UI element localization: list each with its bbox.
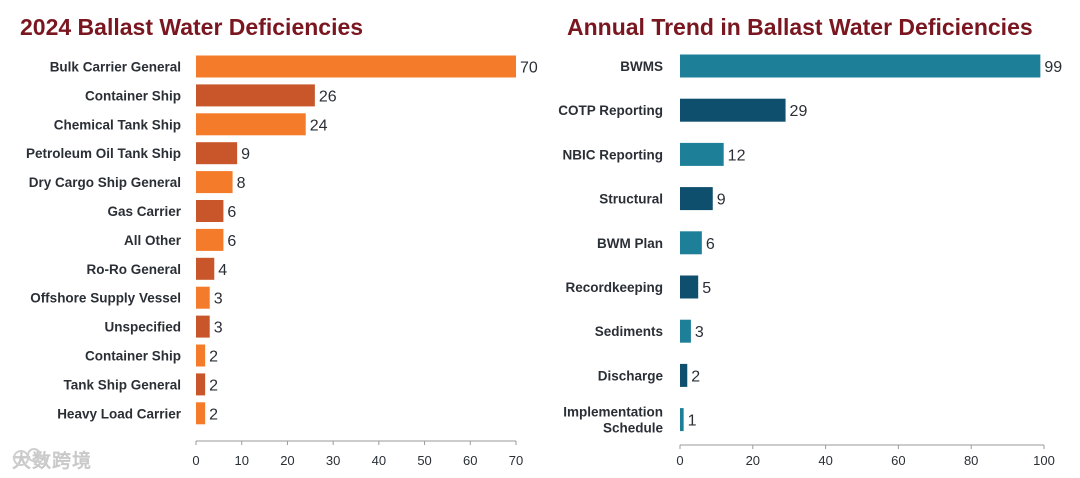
right-value-label: 5 (702, 280, 711, 297)
watermark-logo-icon (13, 448, 47, 466)
left-value-label: 3 (214, 291, 223, 308)
left-x-tick-label: 40 (372, 453, 386, 468)
left-bar (196, 142, 238, 165)
left-x-tick-label: 10 (234, 453, 248, 468)
left-x-tick-label: 50 (417, 453, 431, 468)
right-x-tick-label: 80 (964, 453, 978, 468)
left-value-label: 8 (237, 175, 246, 192)
right-bar (680, 231, 702, 255)
left-category-label: Dry Cargo Ship General (29, 175, 181, 190)
left-x-tick-label: 30 (326, 453, 340, 468)
right-value-label: 3 (695, 324, 704, 341)
left-x-tick-label: 60 (463, 453, 477, 468)
left-bar (196, 84, 315, 107)
left-bar (196, 286, 210, 309)
left-category-label: Petroleum Oil Tank Ship (26, 146, 181, 161)
left-bar (196, 315, 210, 338)
left-category-label: Heavy Load Carrier (57, 406, 182, 421)
left-bar (196, 373, 206, 396)
right-x-tick-label: 0 (676, 453, 683, 468)
left-category-label: Bulk Carrier General (50, 60, 181, 75)
left-bar (196, 257, 215, 280)
right-value-label: 2 (691, 368, 700, 385)
left-category-label: Container Ship (85, 88, 181, 103)
right-value-label: 6 (706, 236, 715, 253)
right-x-tick-label: 100 (1033, 453, 1055, 468)
watermark: 大数跨境 (12, 446, 92, 473)
left-category-label: Unspecified (104, 320, 181, 335)
right-category-label: COTP Reporting (558, 103, 663, 118)
watermark-text: 大数跨境 (12, 451, 93, 472)
left-category-label: Ro-Ro General (86, 262, 181, 277)
right-bar (680, 319, 691, 343)
left-bar (196, 228, 224, 251)
right-bar (680, 275, 699, 299)
left-value-label: 70 (520, 60, 538, 77)
left-category-label: Gas Carrier (107, 204, 181, 219)
chart-title-left: 2024 Ballast Water Deficiencies (20, 14, 364, 40)
right-bar (680, 187, 713, 211)
left-value-label: 26 (319, 88, 337, 105)
right-category-label: BWMS (620, 59, 663, 74)
right-category-label: Implementation Schedule (563, 405, 663, 436)
right-bar (680, 142, 724, 166)
left-x-tick-label: 20 (280, 453, 294, 468)
left-category-label: Tank Ship General (63, 377, 181, 392)
right-category-label: Discharge (598, 368, 664, 383)
left-value-label: 6 (227, 204, 236, 221)
right-bar (680, 54, 1041, 78)
left-category-label: Offshore Supply Vessel (30, 291, 181, 306)
left-category-label: All Other (124, 233, 182, 248)
left-bar (196, 171, 233, 194)
right-value-label: 29 (790, 103, 808, 120)
chart-title-right: Annual Trend in Ballast Water Deficienci… (567, 14, 1033, 40)
right-x-tick-label: 20 (746, 453, 760, 468)
left-value-label: 2 (209, 377, 218, 394)
right-bar (680, 408, 684, 432)
left-bar (196, 402, 206, 425)
left-value-label: 9 (241, 146, 250, 163)
right-bar (680, 98, 786, 122)
right-category-label: Recordkeeping (565, 280, 663, 295)
right-value-label: 12 (728, 147, 746, 164)
right-x-tick-label: 60 (891, 453, 905, 468)
left-x-tick-label: 70 (509, 453, 523, 468)
right-bar (680, 363, 688, 387)
left-value-label: 2 (209, 406, 218, 423)
left-bar (196, 344, 206, 367)
left-value-label: 24 (310, 117, 328, 134)
left-value-label: 4 (218, 262, 227, 279)
right-x-tick-label: 40 (818, 453, 832, 468)
right-value-label: 99 (1044, 59, 1062, 76)
left-category-label: Container Ship (85, 349, 181, 364)
left-value-label: 6 (227, 233, 236, 250)
right-category-label: BWM Plan (597, 236, 663, 251)
left-category-label: Chemical Tank Ship (54, 117, 181, 132)
right-category-label: Structural (599, 192, 663, 207)
left-value-label: 3 (214, 320, 223, 337)
left-bar (196, 55, 516, 78)
left-bar (196, 113, 306, 136)
left-value-label: 2 (209, 349, 218, 366)
right-category-label: NBIC Reporting (563, 147, 664, 162)
right-category-label: Sediments (595, 324, 663, 339)
left-bar (196, 200, 224, 222)
left-x-tick-label: 0 (192, 453, 199, 468)
right-value-label: 1 (688, 413, 697, 430)
right-value-label: 9 (717, 192, 726, 209)
